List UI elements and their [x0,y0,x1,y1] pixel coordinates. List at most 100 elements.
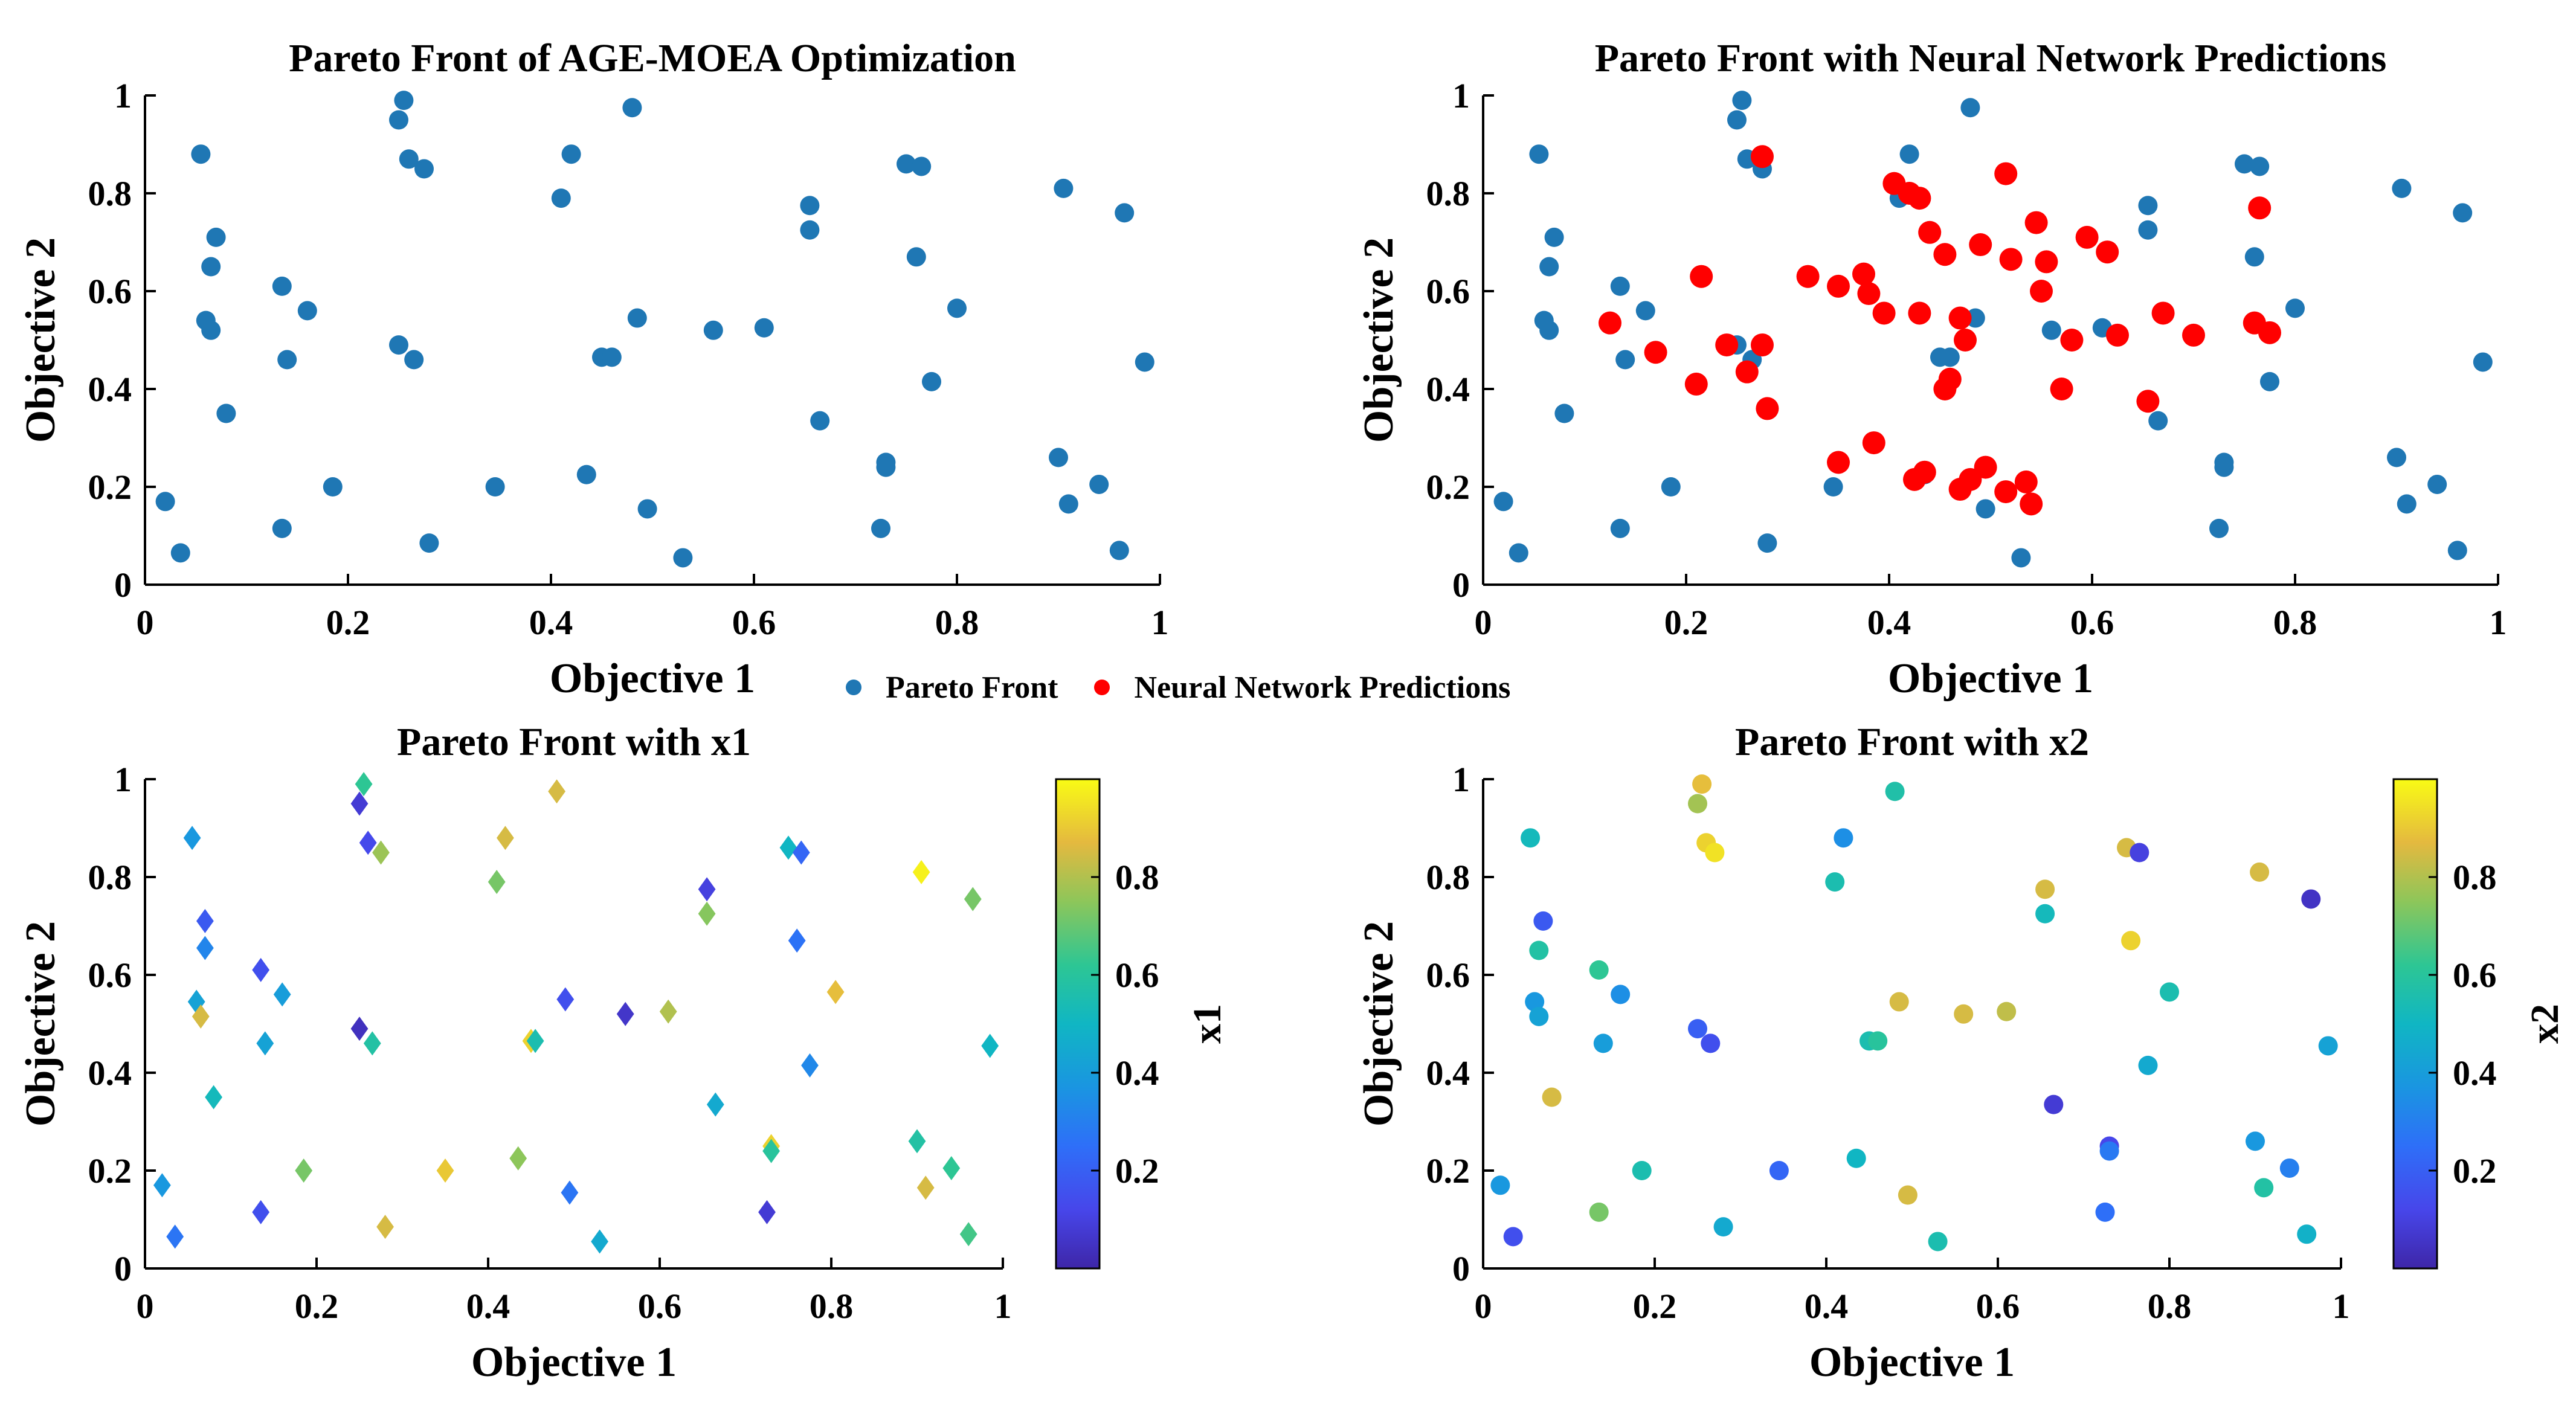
data-point [277,350,297,370]
data-point [2041,320,2061,340]
y-tick-label: 0.8 [88,858,132,897]
data-point [942,1155,961,1180]
y-tick-label: 0.8 [1426,174,1470,213]
data-point [1593,1033,1613,1053]
data-point [703,320,723,340]
data-point [1940,347,1960,367]
data-point [826,980,845,1004]
data-point [616,1001,634,1026]
data-point [272,276,292,296]
colorbar-tick-label: 0.8 [1115,858,1159,897]
data-point [2151,301,2175,325]
data-point [810,411,830,431]
x-tick-label: 0.6 [2070,603,2114,642]
y-axis-label: Objective 2 [1356,237,1402,443]
data-point [256,1031,274,1056]
data-point [399,149,419,169]
x-tick-label: 0.6 [732,603,776,642]
data-point [2318,1036,2338,1056]
y-tick-label: 1 [1452,760,1470,799]
y-tick-label: 1 [1452,76,1470,115]
data-point [959,1222,977,1247]
data-point [350,791,369,816]
data-point [216,403,236,423]
data-point [497,826,514,850]
data-point [916,1175,935,1200]
data-point [389,110,408,130]
data-point [1908,187,1931,210]
data-point [788,928,806,953]
y-axis-label: Objective 2 [1356,921,1402,1126]
data-point [1825,872,1845,892]
data-point [964,887,982,911]
data-point [2011,548,2031,568]
data-point [981,1033,999,1058]
data-point [561,144,581,164]
x-tick-label: 0.4 [1805,1287,1849,1326]
x-tick-label: 0.6 [1976,1287,2020,1326]
data-point [627,308,647,328]
data-point [297,301,317,321]
data-point [2020,492,2043,516]
data-point [548,779,565,804]
y-tick-label: 0.6 [1426,956,1470,995]
chart-title: Pareto Front of AGE-MOEA Optimization [289,36,1016,80]
data-point [1994,480,2018,504]
data-point [922,371,941,391]
data-point [350,1017,369,1041]
x-tick-label: 0.8 [810,1287,854,1326]
data-point [1661,477,1681,497]
x-tick-label: 1 [2490,603,2507,642]
data-point [1862,431,1885,455]
data-point [1889,992,1909,1012]
data-point [2121,931,2141,951]
data-point [871,518,890,538]
data-point [1688,1019,1707,1039]
data-point [201,320,221,340]
data-point [1827,451,1850,474]
data-point [1109,541,1129,561]
data-point [906,247,926,267]
data-point [2279,1158,2299,1178]
data-point [2035,879,2055,899]
chart-panel-2: 0 0.2 0.4 0.6 0.8 1 0 0.2 0.4 0.6 0.8 1 Pareto Front… [1356,36,2507,702]
data-point [698,877,716,902]
data-point [1542,1087,1562,1107]
data-point [1615,350,1635,370]
data-point [1827,274,1850,298]
y-tick-label: 1 [114,760,132,799]
data-point [2035,250,2058,274]
y-axis-label: Objective 2 [18,921,64,1126]
data-point [762,1139,780,1163]
data-point [2235,154,2254,174]
legend-item-nn: Neural Network Predictions [1094,670,1510,705]
x-tick-label: 1 [1151,603,1169,642]
data-point [1533,911,1553,931]
data-point [792,840,810,865]
data-point [602,347,622,367]
data-point [2075,225,2099,249]
data-point [488,870,506,895]
x-tick-label: 0.4 [529,603,573,642]
colorbar-label: x2 [2523,1004,2567,1044]
y-tick-label: 0.6 [88,272,132,311]
data-point [1589,960,1609,980]
data-point [912,156,932,176]
colorbar-label: x1 [1185,1004,1229,1044]
data-point [556,987,575,1012]
data-point [1852,262,1875,286]
data-point [355,772,373,797]
data-point [2030,280,2053,303]
data-point [170,543,190,563]
data-point [876,457,896,477]
pareto-marker-icon [846,680,861,695]
data-point [2473,352,2493,372]
data-point [1751,333,1774,357]
data-point [201,257,221,277]
data-point [1554,403,1574,423]
data-point [394,91,414,111]
data-point [1959,468,1982,491]
data-point [192,1004,210,1029]
data-point [2297,1224,2317,1244]
chart-title: Pareto Front with x1 [397,720,751,764]
